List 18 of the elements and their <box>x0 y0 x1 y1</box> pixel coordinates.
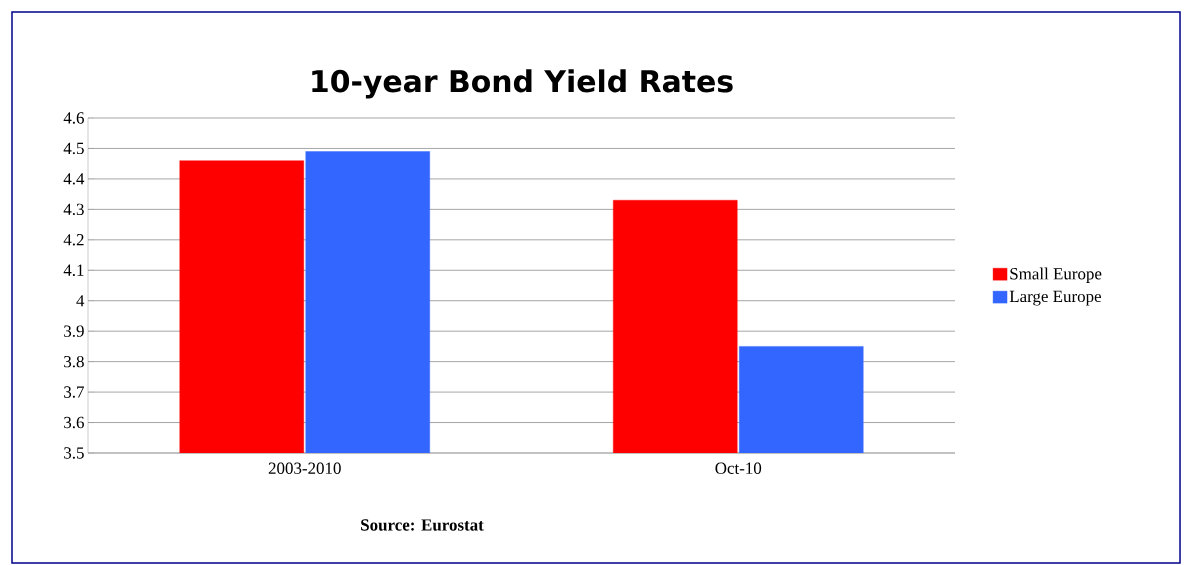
legend-label: Small Europe <box>1010 267 1102 283</box>
y-tick-label: 4.6 <box>63 112 84 124</box>
y-tick-label: 3.9 <box>64 325 84 337</box>
y-tick-label: 3.7 <box>64 386 84 398</box>
y-tick-label: 4.2 <box>63 234 84 246</box>
legend-label: Large Europe <box>1009 290 1101 306</box>
x-tick-label: Oct-10 <box>715 462 762 474</box>
y-tick-label: 4.1 <box>63 264 84 276</box>
y-tick-label: 3.6 <box>64 416 84 429</box>
x-tick-label: 2003-2010 <box>268 462 341 474</box>
y-tick-label: 3.8 <box>64 355 84 368</box>
y-tick-label: 4.3 <box>63 203 84 216</box>
y-tick-label: 4.4 <box>63 173 85 185</box>
source-note: Source: Eurostat <box>361 519 484 531</box>
y-tick-label: 4.5 <box>63 142 84 155</box>
chart-title: 10-year Bond Yield Rates <box>312 69 733 99</box>
y-tick-label: 4 <box>76 295 85 307</box>
y-tick-label: 3.5 <box>64 447 84 459</box>
